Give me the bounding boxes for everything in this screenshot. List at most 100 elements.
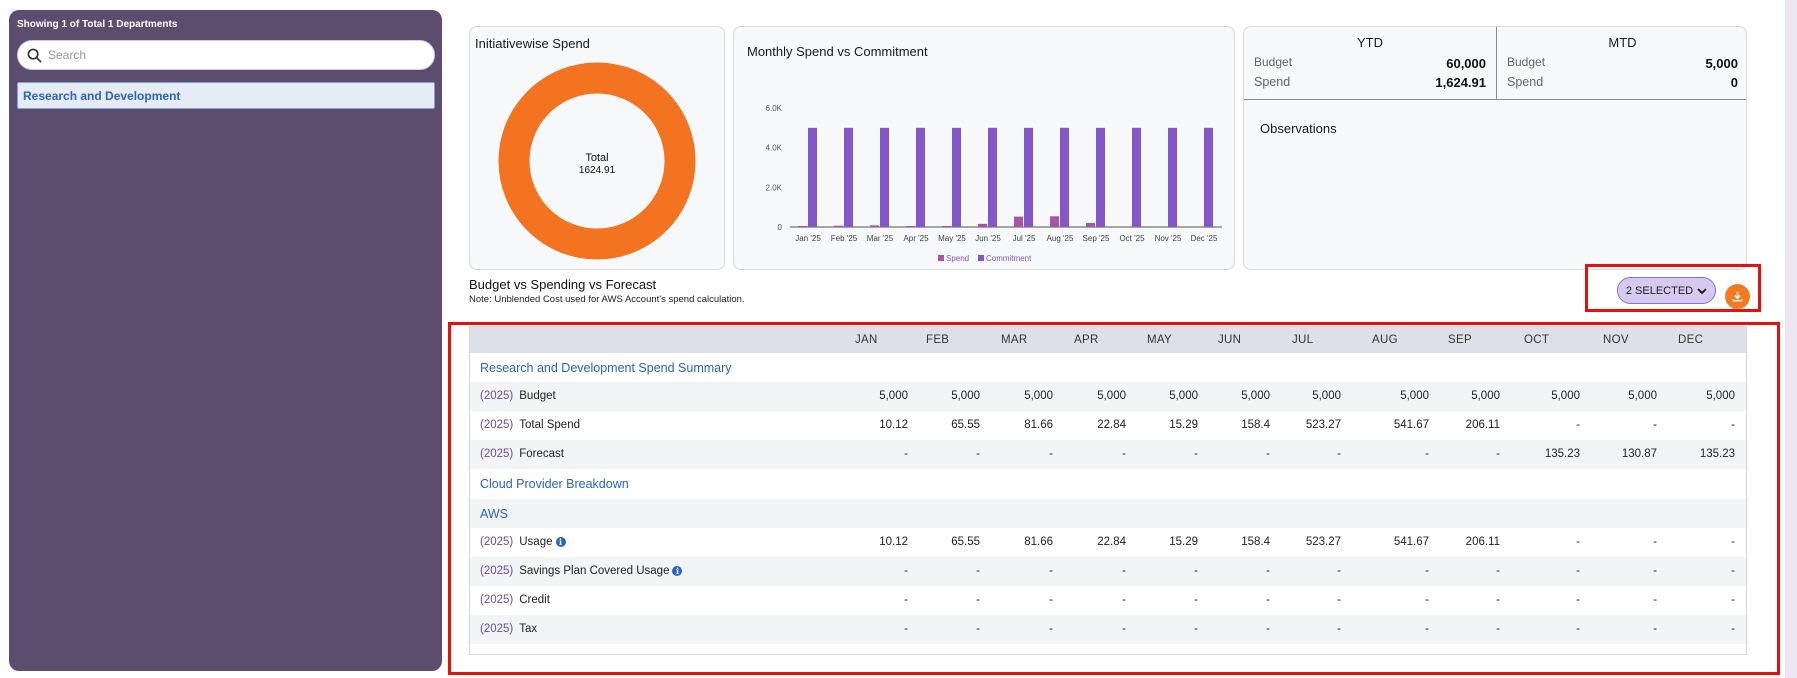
bar-chart: 0 2.0K 4.0K 6.0K Jan '25 Feb '25 Mar '25 Apr '2… [766,104,1222,263]
table-row: (2025) Budget 5,000 5,000 5,000 5,000 5,000 5,0… [470,382,1746,411]
spend-bar [798,226,807,227]
table-cell: - [1337,623,1341,635]
table-cell: - [1576,565,1580,577]
table-cell: 5,000 [1312,390,1341,402]
table-cell: 5,000 [1706,390,1735,402]
controls-highlight [1585,264,1761,312]
search-input[interactable] [48,41,428,69]
x-tick-label: Feb '25 [831,234,858,243]
table-cell: - [1049,565,1053,577]
commitment-bar [1024,127,1033,227]
table-cell: 5,000 [1551,390,1580,402]
mtd-spend-value: 0 [1730,75,1738,90]
month-header-dec: DEC [1678,334,1704,346]
spend-bar [1014,216,1023,227]
table-cell: - [1576,536,1580,548]
search-box[interactable] [17,40,435,70]
table-row: (2025) Savings Plan Covered Usage i - - - - - - -… [470,557,1746,586]
table-cell: 5,000 [1471,390,1500,402]
table-cell: 81.66 [1024,419,1053,431]
y-tick-label: 0 [778,223,783,232]
month-header-mar: MAR [1001,334,1028,346]
commitment-bar [880,127,889,227]
table-group-row: Research and Development Spend Summary [470,353,1746,382]
row-year: (2025) [480,390,514,402]
y-tick-label: 4.0K [766,144,783,153]
download-button[interactable] [1725,284,1750,309]
mtd-panel: MTD Budget 5,000 Spend 0 [1497,27,1748,99]
table-cell: - [1576,419,1580,431]
table-cell: - [1122,623,1126,635]
row-name: Budget [519,390,556,402]
section-title: Budget vs Spending vs Forecast [469,277,657,292]
table-cell: 5,000 [1400,390,1429,402]
table-cell: 158.4 [1241,536,1270,548]
month-header-apr: APR [1074,334,1099,346]
monthly-spend-card: Monthly Spend vs Commitment 0 2.0K 4.0K 6.0… [733,26,1235,270]
table-cell: 5,000 [1097,390,1126,402]
y-tick-label: 6.0K [766,104,783,113]
table-cell: - [1194,594,1198,606]
table-cell: - [1653,623,1657,635]
table-cell: 5,000 [951,390,980,402]
table-cell: 206.11 [1465,419,1500,431]
table-cell: - [1049,623,1053,635]
spend-bar [1086,222,1095,227]
table-cell: - [1266,594,1270,606]
commitment-bar [844,127,853,227]
table-cell: - [1194,565,1198,577]
month-header-jan: JAN [855,334,878,346]
table-cell: - [1337,565,1341,577]
table-cell: - [1731,419,1735,431]
info-icon[interactable]: i [672,566,683,576]
commitment-bar [1132,127,1141,227]
table-cell: 523.27 [1305,536,1341,548]
table-cell: - [1337,448,1341,460]
table-cell: - [1425,448,1429,460]
table-cell: - [1576,623,1580,635]
table-cell: - [904,565,908,577]
ytd-spend-value: 1,624.91 [1435,75,1486,90]
table-cell: - [1049,594,1053,606]
ytd-spend-label: Spend [1254,75,1291,89]
table-cell: 206.11 [1465,536,1500,548]
row-label: (2025) Credit [480,594,550,606]
table-cell: - [904,448,908,460]
table-cell: 523.27 [1305,419,1341,431]
row-label: (2025) Usage i [480,536,566,548]
table-cell: - [1496,448,1500,460]
x-tick-label: Aug '25 [1047,234,1074,243]
chevron-down-icon [1697,287,1707,294]
commitment-bar [1060,127,1069,227]
table-cell: 10.12 [879,419,908,431]
table-cell: 541.67 [1393,419,1429,431]
table-cell: - [1731,565,1735,577]
table-cell: - [976,594,980,606]
row-label: (2025) Budget [480,390,556,402]
table-cell: 81.66 [1024,536,1053,548]
month-header-oct: OCT [1524,334,1550,346]
x-tick-label: Jun '25 [975,234,1001,243]
ytd-title: YTD [1357,35,1383,50]
info-icon[interactable]: i [555,537,566,547]
table-cell: 5,000 [1169,390,1198,402]
row-year: (2025) [480,594,514,606]
budget-table: JAN FEB MAR APR MAY JUN JUL AUG SEP OCT NOV DEC Res… [469,326,1747,655]
table-cell: 5,000 [1628,390,1657,402]
selected-filter-dropdown[interactable]: 2 SELECTED [1617,277,1716,304]
table-header: JAN FEB MAR APR MAY JUN JUL AUG SEP OCT NOV DEC [470,327,1746,353]
bar-chart-title: Monthly Spend vs Commitment [747,44,928,59]
x-tick-label: Jul '25 [1013,234,1036,243]
selected-filter-label: 2 SELECTED [1625,284,1694,297]
table-cell: - [1425,565,1429,577]
table-cell: 15.29 [1169,536,1198,548]
x-tick-label: Mar '25 [867,234,894,243]
row-label: (2025) Total Spend [480,419,580,431]
sidebar-item-research-and-development[interactable]: Research and Development [17,82,435,109]
table-cell: 135.23 [1699,448,1735,460]
table-cell: 135.23 [1544,448,1580,460]
table-cell: - [976,623,980,635]
commitment-bar [916,127,925,227]
table-cell: - [1576,594,1580,606]
table-cell: 158.4 [1241,419,1270,431]
